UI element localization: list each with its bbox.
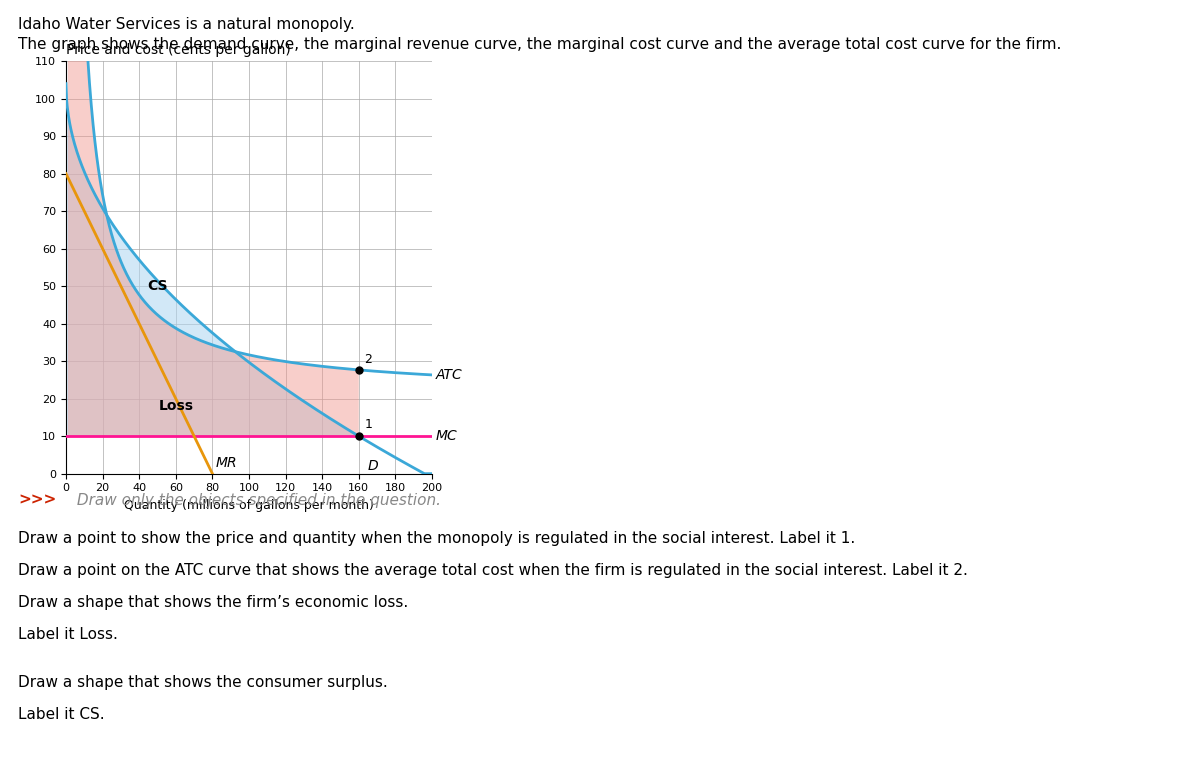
Text: MC: MC: [436, 429, 457, 443]
Text: 1: 1: [365, 418, 372, 431]
Text: Draw a shape that shows the consumer surplus.: Draw a shape that shows the consumer sur…: [18, 675, 388, 691]
Text: Label it Loss.: Label it Loss.: [18, 627, 118, 643]
Text: CS: CS: [148, 279, 168, 293]
Text: Price and cost (cents per gallon): Price and cost (cents per gallon): [66, 44, 290, 57]
Text: ATC: ATC: [436, 368, 462, 382]
Text: MR: MR: [216, 456, 238, 470]
Text: Loss: Loss: [158, 399, 193, 413]
Polygon shape: [66, 83, 359, 436]
Text: 2: 2: [365, 353, 372, 366]
Text: The graph shows the demand curve, the marginal revenue curve, the marginal cost : The graph shows the demand curve, the ma…: [18, 37, 1061, 52]
Text: Draw a point on the ATC curve that shows the average total cost when the firm is: Draw a point on the ATC curve that shows…: [18, 563, 968, 578]
Text: Label it CS.: Label it CS.: [18, 707, 104, 723]
Text: D: D: [368, 458, 378, 473]
Text: Draw only the objects specified in the question.: Draw only the objects specified in the q…: [72, 493, 442, 508]
Text: Draw a shape that shows the firm’s economic loss.: Draw a shape that shows the firm’s econo…: [18, 595, 408, 610]
X-axis label: Quantity (millions of gallons per month): Quantity (millions of gallons per month): [124, 499, 374, 512]
Text: >>>: >>>: [18, 493, 56, 508]
Polygon shape: [68, 0, 359, 436]
Text: Draw a point to show the price and quantity when the monopoly is regulated in th: Draw a point to show the price and quant…: [18, 531, 856, 546]
Text: Idaho Water Services is a natural monopoly.: Idaho Water Services is a natural monopo…: [18, 17, 355, 32]
